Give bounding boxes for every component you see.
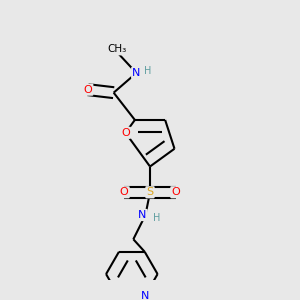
Text: H: H	[144, 65, 152, 76]
Text: N: N	[138, 210, 147, 220]
Text: O: O	[171, 187, 180, 197]
Text: N: N	[140, 291, 149, 300]
Text: O: O	[83, 85, 92, 94]
Text: O: O	[120, 187, 129, 197]
Text: N: N	[132, 68, 141, 78]
Text: S: S	[146, 187, 154, 197]
Text: CH₃: CH₃	[107, 44, 126, 54]
Text: O: O	[121, 128, 130, 138]
Text: H: H	[153, 213, 161, 223]
